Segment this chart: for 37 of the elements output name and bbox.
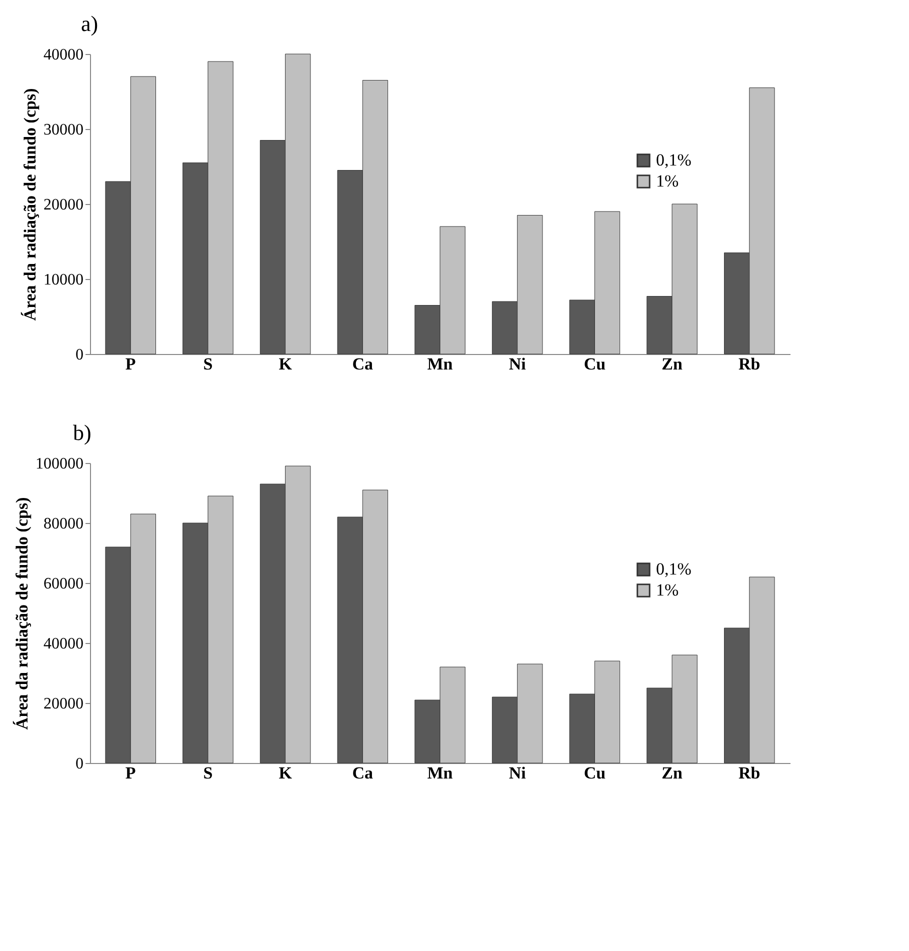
legend-label: 0,1%: [656, 560, 692, 578]
y-tick-label: 30000: [44, 122, 84, 138]
x-tick-label: Cu: [584, 764, 606, 782]
y-tick-label: 0: [76, 346, 84, 364]
x-tick-label: Cu: [584, 354, 606, 374]
x-tick-label: Ca: [352, 764, 374, 782]
x-tick-label: Ca: [352, 354, 374, 374]
y-axis-title: Área da radiação de fundo (cps): [12, 497, 32, 730]
y-tick-label: 20000: [44, 696, 84, 712]
x-tick-label: Rb: [738, 764, 760, 782]
y-tick-label: 60000: [44, 576, 84, 592]
x-tick-label: Mn: [427, 354, 454, 374]
y-tick-label: 0: [76, 756, 84, 772]
x-tick-label: Zn: [662, 764, 683, 782]
y-tick-label: 10000: [44, 272, 84, 288]
x-tick-label: S: [203, 354, 213, 374]
legend-label: 1%: [656, 172, 679, 190]
y-tick-label: 40000: [44, 46, 84, 64]
x-tick-label: K: [278, 354, 293, 374]
x-tick-label: Zn: [662, 354, 683, 374]
legend-label: 0,1%: [656, 150, 692, 170]
y-axis-title: Área da radiação de fundo (cps): [20, 88, 40, 321]
x-tick-label: K: [278, 764, 293, 782]
x-tick-label: S: [203, 764, 213, 782]
chart-title: a): [81, 11, 98, 36]
y-tick-label: 80000: [44, 516, 84, 532]
x-tick-label: P: [125, 764, 136, 782]
y-tick-label: 20000: [44, 196, 84, 214]
y-tick-label: 40000: [44, 636, 84, 652]
x-tick-label: Mn: [427, 764, 454, 782]
chart-title: b): [73, 420, 92, 445]
x-tick-label: Ni: [508, 764, 526, 782]
legend-label: 1%: [656, 580, 679, 600]
x-tick-label: Ni: [508, 354, 526, 374]
y-tick-label: 100000: [36, 456, 84, 472]
x-tick-label: Rb: [738, 354, 760, 374]
x-tick-label: P: [125, 354, 136, 374]
